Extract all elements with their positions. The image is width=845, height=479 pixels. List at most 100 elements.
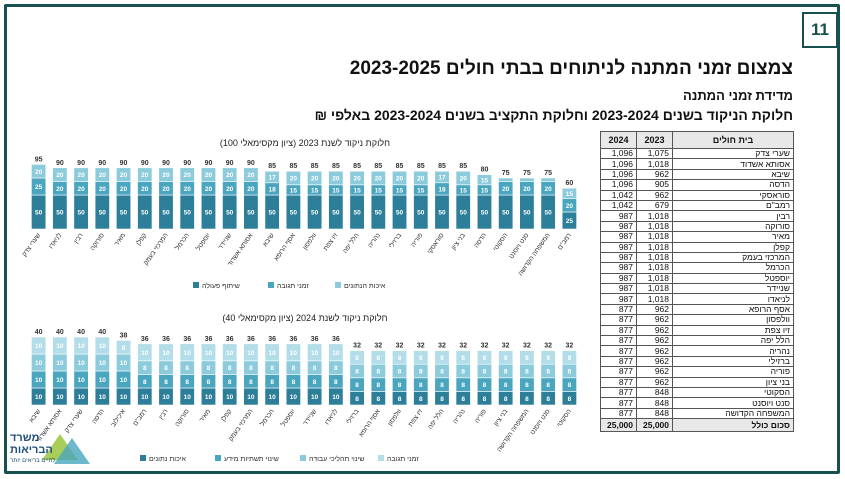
table-row: 877 962 אסף הרופא [600, 303, 794, 316]
bar-total-label: 90 [162, 160, 170, 167]
bar-total-label: 32 [438, 343, 446, 350]
cell-2024: 877 [600, 314, 637, 326]
cell-hospital: הלל יפה [672, 335, 794, 347]
cell-2024: 1,096 [600, 168, 637, 181]
cell-hospital: לניאדו [672, 293, 794, 305]
table-row: 877 962 נהריה [600, 345, 794, 357]
bar-segment [94, 167, 110, 182]
logo-line-1: משרד [10, 432, 40, 444]
segment-label: 20 [545, 186, 553, 193]
segment-label: 8 [270, 379, 274, 386]
segment-label: 10 [141, 350, 149, 357]
cell-2024: 877 [600, 355, 637, 368]
segment-label: 8 [122, 345, 126, 352]
cell-hospital: המרכזי בעמק [672, 251, 794, 264]
cell-hospital: אסותא אשדוד [672, 158, 794, 170]
cell-2024: 987 [600, 210, 637, 222]
cell-2023: 1,018 [636, 283, 673, 295]
segment-label: 50 [56, 210, 64, 217]
segment-label: 8 [313, 379, 317, 386]
bar-segment [52, 167, 68, 182]
segment-label: 10 [247, 350, 255, 357]
segment-label: 15 [353, 188, 361, 195]
bar-total-label: 32 [417, 343, 425, 350]
cell-hospital: סנט ויוסנט [672, 397, 794, 409]
segment-label: 50 [375, 210, 383, 217]
bar-total-label: 32 [502, 343, 510, 350]
cell-2024: 987 [600, 272, 637, 285]
segment-label: 17 [438, 175, 446, 182]
segment-label: 10 [162, 350, 170, 357]
category-label: מאיר [198, 408, 212, 423]
bar-total-label: 90 [98, 160, 106, 167]
segment-label: 10 [226, 394, 234, 401]
cell-hospital: סוראסקי [672, 189, 794, 201]
bar-segment [222, 343, 238, 362]
legend-label: זמני תגובה [277, 283, 309, 290]
table-row: 987 1,018 לניאדו [600, 293, 794, 305]
segment-label: 50 [184, 210, 192, 217]
segment-label: 50 [332, 210, 340, 217]
segment-label: 50 [545, 210, 553, 217]
segment-label: 20 [120, 172, 128, 179]
segment-label: 50 [290, 210, 298, 217]
bar-segment [307, 343, 323, 362]
segment-label: 20 [502, 186, 510, 193]
cell-2023: 1,018 [636, 272, 673, 285]
legend-swatch [193, 282, 199, 288]
segment-label: 8 [504, 396, 508, 403]
segment-label: 20 [460, 176, 468, 183]
segment-label: 8 [525, 355, 529, 362]
cell-hospital: אסף הרופא [672, 303, 794, 316]
bar-total-label: 36 [311, 336, 319, 343]
cell-2023: 962 [636, 303, 673, 316]
cell-2023: 848 [636, 386, 673, 399]
bar-total-label: 85 [268, 163, 276, 170]
segment-label: 10 [120, 394, 128, 401]
table-row: 1,096 1,018 אסותא אשדוד [600, 158, 794, 170]
category-label: שיבא [28, 408, 42, 424]
segment-label: 8 [440, 355, 444, 362]
segment-label: 8 [207, 379, 211, 386]
segment-label: 10 [99, 377, 107, 384]
cell-hospital: רמב"ם [672, 199, 794, 212]
bar-segment [137, 167, 153, 182]
segment-label: 20 [247, 172, 255, 179]
cell-2023: 962 [636, 189, 673, 201]
bar-total-label: 85 [417, 163, 425, 170]
segment-label: 8 [525, 382, 529, 389]
cell-2023: 962 [636, 324, 673, 337]
cell-2023: 848 [636, 397, 673, 409]
segment-label: 8 [461, 369, 465, 376]
logo-line-2: הבריאות [10, 444, 53, 456]
legend-label: איכות נתונים [149, 456, 186, 463]
cell-hospital: המשפחה הקדושה [672, 407, 794, 420]
segment-label: 8 [143, 365, 147, 372]
segment-label: 20 [141, 172, 149, 179]
segment-label: 10 [99, 343, 107, 350]
bar-total-label: 75 [523, 170, 531, 177]
cell-2024: 987 [600, 220, 637, 233]
bar-total-label: 90 [247, 160, 255, 167]
segment-label: 20 [56, 172, 64, 179]
category-label: זיו צפת [407, 407, 424, 428]
segment-label: 50 [35, 210, 43, 217]
bar-segment [498, 177, 514, 182]
segment-label: 20 [56, 186, 64, 193]
segment-label: 50 [141, 210, 149, 217]
table-row: 1,096 905 הדסה [600, 179, 794, 191]
segment-label: 20 [77, 186, 85, 193]
segment-label: 20 [332, 176, 340, 183]
bar-total-label: 32 [481, 343, 489, 350]
bar-segment [455, 170, 471, 186]
segment-label: 20 [205, 186, 213, 193]
bar-segment [116, 167, 132, 182]
cell-2024: 1,096 [600, 179, 637, 191]
segment-label: 50 [396, 210, 404, 217]
segment-label: 10 [35, 394, 43, 401]
segment-label: 8 [504, 382, 508, 389]
category-label: רמב"ם [132, 408, 148, 427]
bar-segment [179, 343, 195, 362]
table-row: 987 1,018 יוספטל [600, 272, 794, 285]
cell-hospital: הסקוטי [672, 386, 794, 399]
